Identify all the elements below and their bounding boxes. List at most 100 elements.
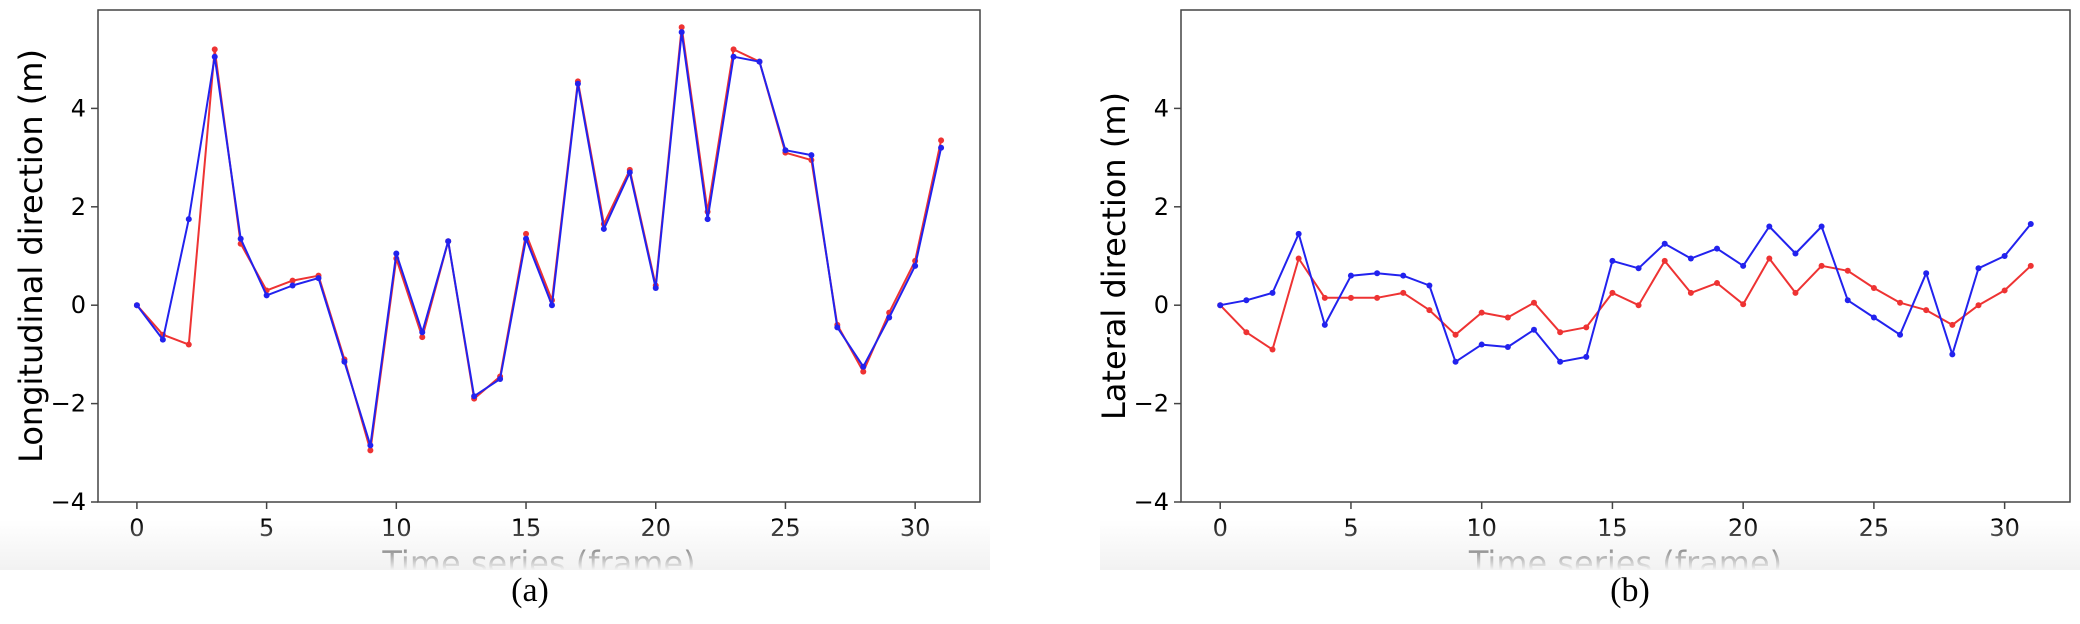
data-point — [548, 302, 555, 309]
data-point — [860, 363, 867, 370]
y-tick-label: 2 — [71, 193, 86, 221]
plot-frame — [97, 9, 981, 503]
data-point — [419, 329, 426, 336]
data-point — [159, 336, 166, 343]
data-point — [2027, 262, 2034, 269]
data-point — [1374, 294, 1381, 301]
y-tick-label: 2 — [1154, 193, 1169, 221]
data-point — [1766, 255, 1773, 262]
data-point — [237, 235, 244, 242]
data-point — [419, 334, 426, 341]
data-point — [1504, 344, 1511, 351]
data-point — [1923, 307, 1930, 314]
longitudinal-chart: 051015202530−4−2024Time series (frame)Lo… — [12, 9, 981, 570]
data-point — [1426, 282, 1433, 289]
data-point — [523, 235, 530, 242]
data-point — [938, 144, 945, 151]
data-point — [626, 169, 633, 176]
data-point — [1870, 284, 1877, 291]
data-point — [730, 46, 737, 53]
data-point — [1949, 351, 1956, 358]
series-line-blue — [136, 31, 943, 447]
series-line-blue — [1220, 223, 2032, 363]
data-point — [523, 230, 530, 237]
y-tick-label: −4 — [1134, 488, 1169, 516]
data-point — [471, 393, 478, 400]
data-point — [1557, 329, 1564, 336]
data-point — [393, 250, 400, 257]
data-point — [678, 29, 685, 36]
data-point — [1243, 329, 1250, 336]
data-point — [678, 24, 685, 31]
data-point — [834, 324, 841, 331]
data-point — [1400, 272, 1407, 279]
y-tick-label: −2 — [1134, 390, 1169, 418]
lateral-chart: 051015202530−4−2024Time series (frame)La… — [1100, 9, 2071, 570]
data-point — [756, 58, 763, 65]
plot-frame — [1180, 9, 2071, 503]
data-point — [133, 302, 140, 309]
data-point — [497, 376, 504, 382]
series-line-red — [1219, 257, 2032, 351]
data-point — [1740, 262, 1747, 269]
data-point — [341, 358, 348, 365]
data-point — [1661, 240, 1668, 247]
data-point — [367, 447, 374, 454]
data-point — [600, 225, 607, 232]
data-point — [730, 53, 737, 60]
data-point — [2001, 253, 2008, 259]
data-point — [1818, 262, 1825, 269]
data-point — [1870, 314, 1877, 321]
y-tick-label: 0 — [71, 291, 86, 319]
data-point — [1923, 270, 1930, 277]
data-point — [1321, 321, 1328, 328]
data-point — [1897, 331, 1904, 338]
data-point — [574, 80, 581, 87]
data-point — [211, 46, 218, 53]
data-point — [315, 275, 322, 282]
data-point — [263, 292, 270, 299]
panel-a-bottom-fade — [0, 520, 990, 570]
data-point — [1975, 265, 1982, 272]
data-point — [1478, 309, 1485, 316]
data-point — [1844, 297, 1851, 304]
data-point — [185, 216, 192, 223]
data-point — [1583, 324, 1590, 331]
data-point — [445, 238, 452, 245]
data-point — [289, 277, 296, 284]
data-point — [367, 442, 374, 449]
caption-a: (a) — [511, 572, 549, 609]
data-point — [1635, 302, 1642, 309]
data-point — [1583, 353, 1590, 360]
data-point — [1949, 321, 1956, 328]
y-tick-label: −4 — [51, 488, 86, 516]
data-point — [1609, 257, 1616, 264]
data-point — [1687, 255, 1694, 262]
data-point — [1557, 358, 1564, 365]
data-point — [1400, 289, 1407, 296]
data-point — [1347, 272, 1354, 279]
data-point — [886, 314, 893, 321]
y-tick-label: 4 — [71, 94, 86, 122]
data-point — [289, 282, 296, 289]
data-point — [1217, 302, 1224, 309]
data-point — [1687, 289, 1694, 296]
data-point — [1295, 230, 1302, 237]
data-point — [1818, 223, 1825, 230]
data-point — [1844, 267, 1851, 274]
data-point — [912, 262, 919, 269]
data-point — [1478, 341, 1485, 348]
data-point — [1426, 307, 1433, 314]
series-line-red — [136, 26, 943, 452]
y-tick-label: 4 — [1154, 94, 1169, 122]
y-axis-title: Longitudinal direction (m) — [12, 49, 50, 463]
panel-b-bottom-fade — [1100, 520, 2080, 570]
data-point — [1295, 255, 1302, 262]
data-point — [1452, 331, 1459, 338]
data-point — [1452, 358, 1459, 365]
data-point — [860, 368, 867, 375]
data-point — [1321, 294, 1328, 301]
data-point — [1792, 289, 1799, 296]
y-tick-label: 0 — [1154, 291, 1169, 319]
data-point — [1792, 250, 1799, 257]
